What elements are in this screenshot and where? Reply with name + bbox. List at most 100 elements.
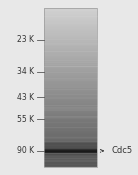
- Bar: [44, 33, 97, 34]
- Bar: [44, 11, 97, 12]
- Bar: [44, 97, 97, 98]
- Bar: [44, 84, 97, 85]
- Bar: [44, 132, 97, 133]
- Bar: [44, 157, 97, 158]
- Bar: [44, 140, 97, 141]
- Bar: [44, 126, 97, 127]
- Bar: [44, 73, 97, 74]
- Bar: [44, 48, 97, 49]
- Bar: [44, 34, 97, 35]
- Bar: [44, 94, 97, 95]
- Bar: [44, 133, 97, 134]
- Bar: [44, 145, 97, 146]
- Bar: [44, 122, 97, 123]
- Bar: [44, 9, 97, 10]
- Bar: [44, 65, 97, 66]
- Bar: [44, 165, 97, 166]
- Bar: [44, 151, 97, 152]
- Bar: [44, 42, 97, 43]
- Bar: [44, 29, 97, 30]
- Bar: [44, 113, 97, 114]
- Bar: [44, 60, 97, 61]
- Bar: [44, 27, 97, 28]
- Bar: [44, 141, 97, 142]
- Bar: [44, 95, 97, 96]
- Bar: [44, 148, 97, 149]
- Bar: [44, 128, 97, 129]
- Bar: [44, 142, 97, 143]
- Bar: [44, 79, 97, 80]
- Bar: [44, 99, 97, 100]
- Bar: [44, 8, 97, 167]
- Text: Cdc5: Cdc5: [111, 146, 132, 155]
- Bar: [44, 28, 97, 29]
- Bar: [44, 115, 97, 116]
- Bar: [44, 141, 97, 142]
- Bar: [44, 138, 97, 139]
- Bar: [44, 149, 97, 150]
- Bar: [44, 21, 97, 22]
- Bar: [44, 153, 97, 154]
- Bar: [44, 63, 97, 64]
- Bar: [44, 39, 97, 40]
- Bar: [44, 83, 97, 84]
- Bar: [44, 13, 97, 14]
- Text: 23 K: 23 K: [18, 36, 34, 44]
- Bar: [44, 121, 97, 122]
- Bar: [44, 123, 97, 124]
- Bar: [44, 25, 97, 26]
- Bar: [44, 16, 97, 17]
- Bar: [44, 116, 97, 117]
- Bar: [44, 58, 97, 59]
- Bar: [44, 103, 97, 104]
- Bar: [44, 100, 97, 101]
- Bar: [44, 118, 97, 119]
- Bar: [44, 143, 97, 144]
- Bar: [44, 66, 97, 67]
- Text: 90 K: 90 K: [17, 146, 34, 155]
- Bar: [44, 155, 97, 156]
- Bar: [44, 104, 97, 105]
- Bar: [44, 146, 97, 147]
- Bar: [44, 17, 97, 18]
- Bar: [44, 101, 97, 102]
- Bar: [44, 116, 97, 117]
- Bar: [44, 77, 97, 78]
- Bar: [44, 154, 97, 155]
- Bar: [44, 62, 97, 63]
- Bar: [44, 107, 97, 108]
- Bar: [44, 82, 97, 83]
- Bar: [44, 12, 97, 13]
- Bar: [44, 51, 97, 52]
- Bar: [44, 148, 97, 149]
- Bar: [44, 109, 97, 110]
- Bar: [44, 117, 97, 118]
- Bar: [44, 90, 97, 91]
- Bar: [44, 56, 97, 57]
- Bar: [44, 96, 97, 97]
- Bar: [44, 93, 97, 94]
- Bar: [44, 110, 97, 111]
- Bar: [44, 78, 97, 79]
- Bar: [44, 18, 97, 19]
- Bar: [44, 92, 97, 93]
- Bar: [44, 38, 97, 39]
- Bar: [44, 152, 97, 153]
- Bar: [44, 64, 97, 65]
- Bar: [44, 14, 97, 15]
- Bar: [44, 37, 97, 38]
- Bar: [44, 47, 97, 48]
- Bar: [44, 22, 97, 23]
- Bar: [44, 91, 97, 92]
- Bar: [44, 26, 97, 27]
- Bar: [44, 159, 97, 160]
- Bar: [44, 30, 97, 31]
- Bar: [44, 75, 97, 76]
- Bar: [44, 125, 97, 126]
- Bar: [44, 142, 97, 143]
- Bar: [44, 156, 97, 157]
- Bar: [44, 45, 97, 46]
- Bar: [44, 148, 97, 149]
- Bar: [44, 112, 97, 113]
- Bar: [44, 163, 97, 164]
